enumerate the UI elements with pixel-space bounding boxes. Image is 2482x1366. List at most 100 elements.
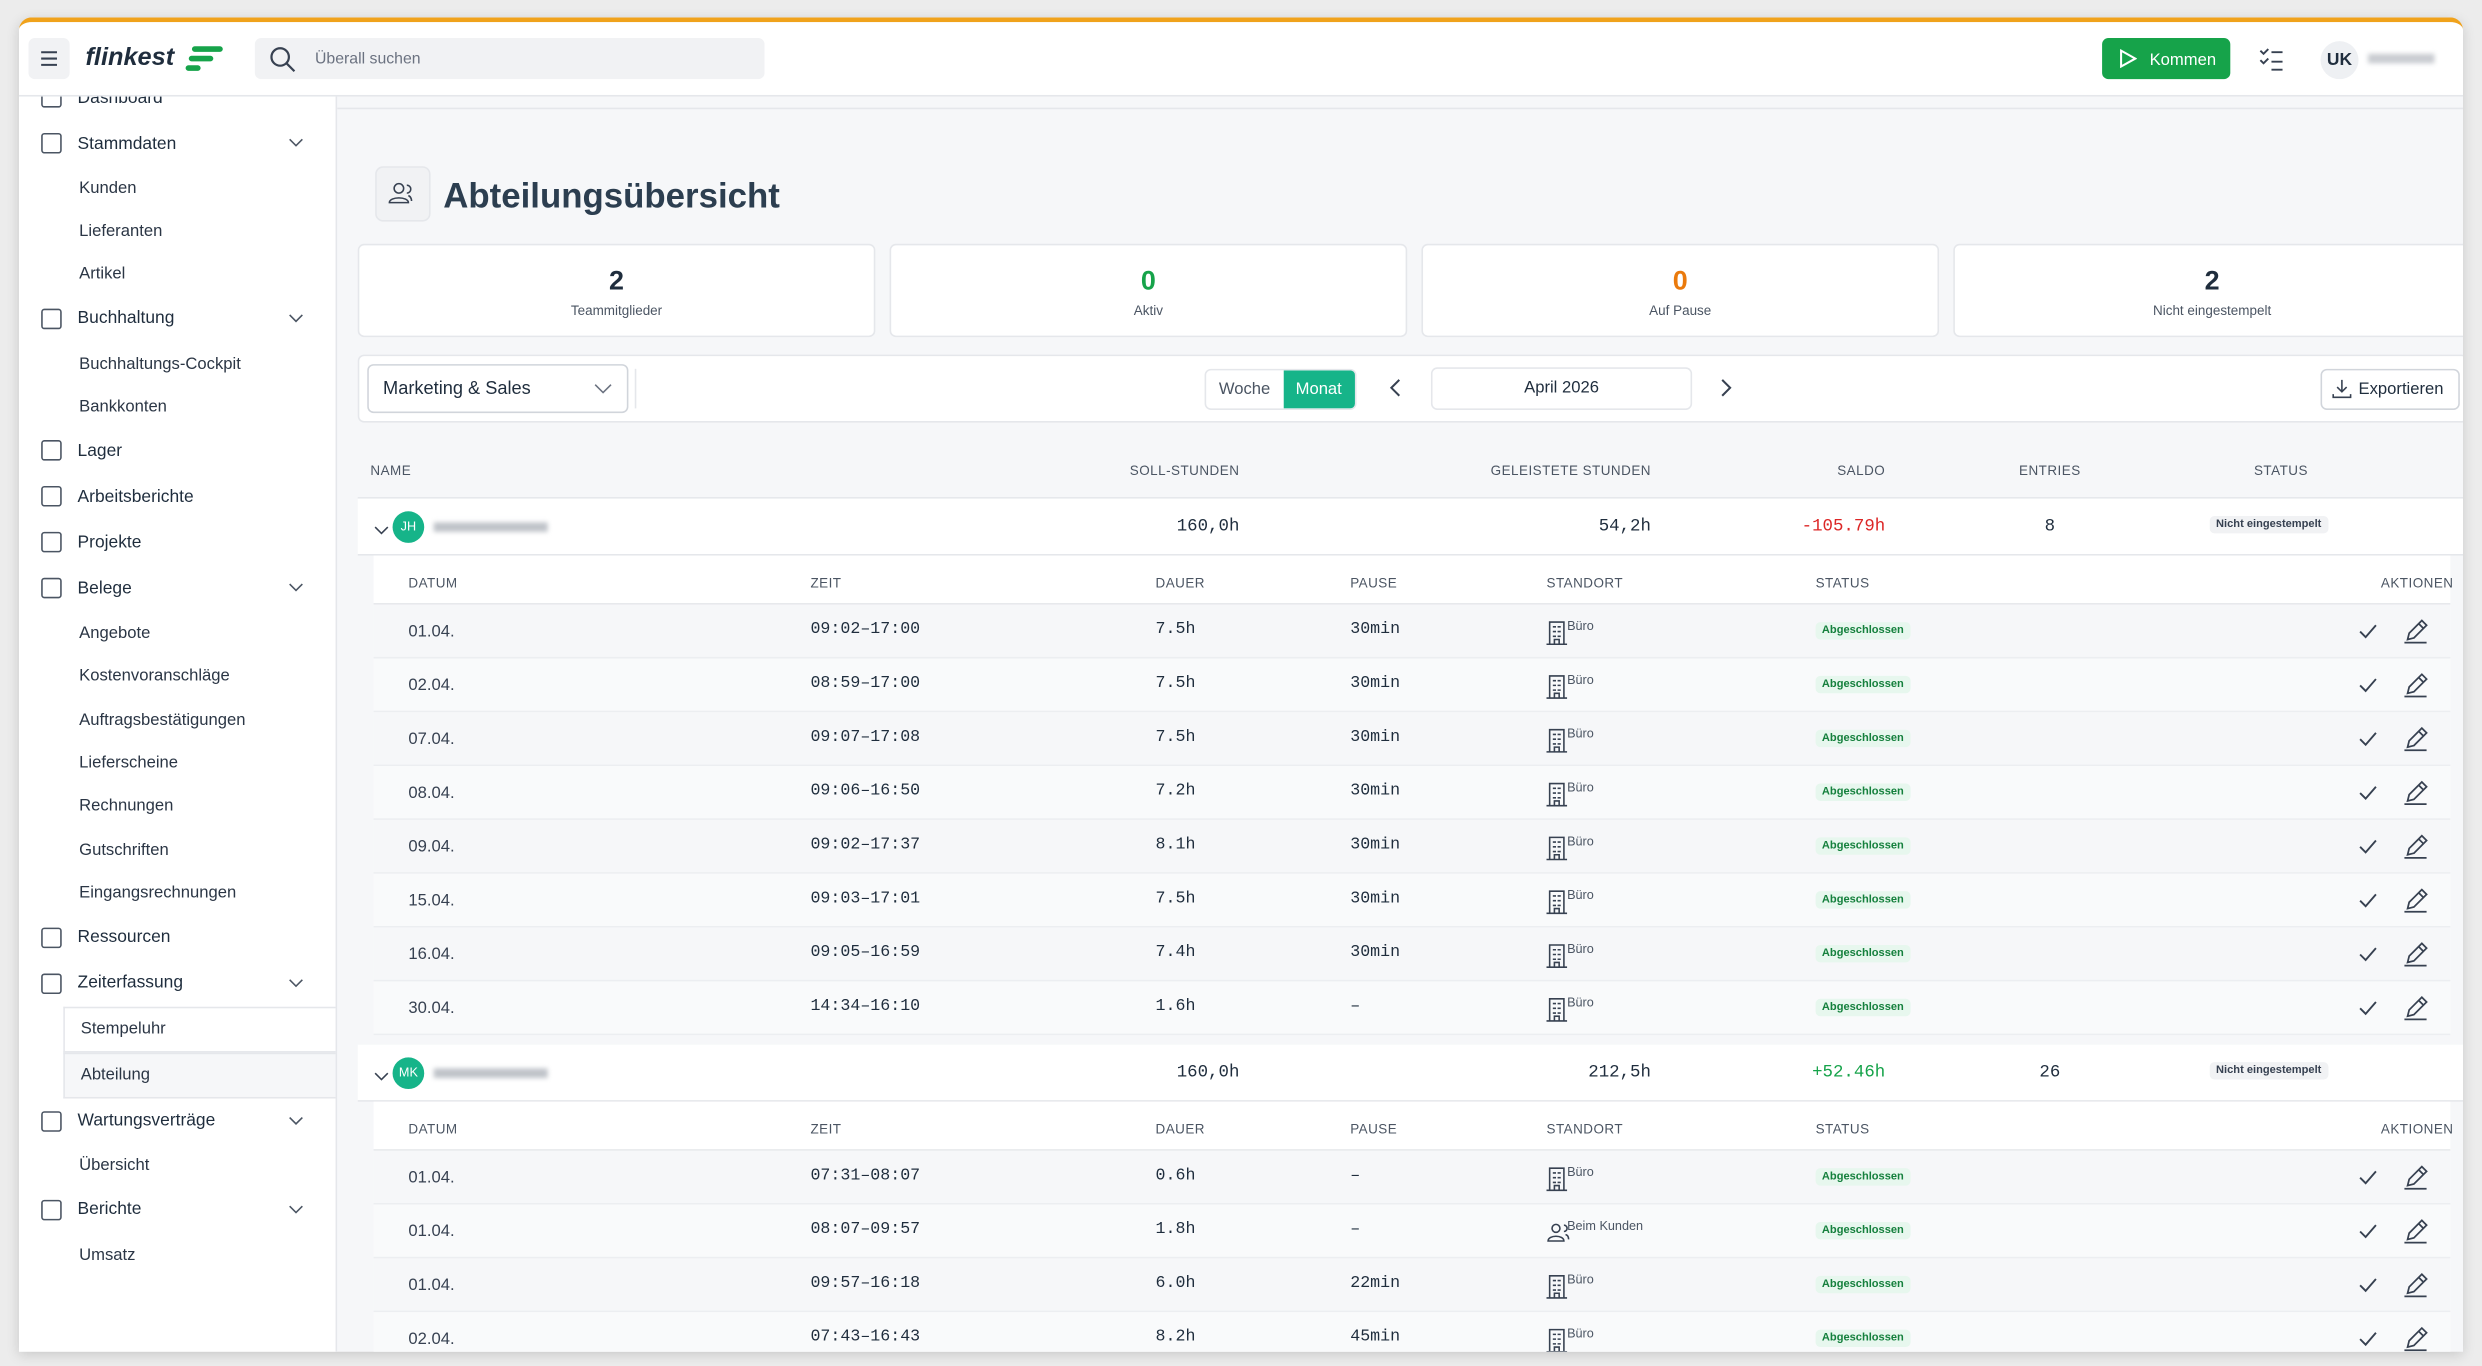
nav-icon <box>41 308 62 330</box>
menu-button[interactable] <box>28 37 70 80</box>
nav-item[interactable]: Zeiterfassung <box>19 960 336 1006</box>
search-box[interactable]: Überall suchen <box>254 37 765 80</box>
edit-button[interactable] <box>2403 673 2428 703</box>
export-button[interactable]: Exportieren <box>2320 368 2460 410</box>
nav-subitem[interactable]: Stempeluhr <box>63 1006 336 1052</box>
nav-item[interactable]: Stammdaten <box>19 120 336 166</box>
next-button[interactable] <box>1716 378 1735 397</box>
nav-item[interactable]: Dashboard <box>19 94 336 120</box>
nav-subitem[interactable]: Umsatz <box>19 1233 336 1276</box>
approve-button[interactable] <box>2359 837 2378 861</box>
entry-location: Büro <box>1567 780 1594 795</box>
nav-sublabel: Lieferanten <box>79 221 163 241</box>
entry-status: Abgeschlossen <box>1815 783 1911 801</box>
column-header: STATUS <box>2253 462 2308 479</box>
prev-button[interactable] <box>1387 378 1406 397</box>
nav-subitem[interactable]: Lieferscheine <box>19 741 336 784</box>
nav-item[interactable]: Lager <box>19 428 336 474</box>
approve-button[interactable] <box>2359 730 2378 754</box>
entry-row: 01.04. 09:57–16:18 6.0h 22min Büro Abgeschlos… <box>373 1258 2451 1313</box>
approve-button[interactable] <box>2359 676 2378 700</box>
nav-subitem[interactable]: Gutschriften <box>19 828 336 871</box>
logo[interactable]: flinkest <box>85 44 175 72</box>
nav-subitem[interactable]: Auftragsbestätigungen <box>19 698 336 741</box>
edit-button[interactable] <box>2403 1273 2428 1303</box>
nav-item[interactable]: Belege <box>19 566 336 612</box>
nav-sublabel: Bankkonten <box>79 397 167 417</box>
employee-name-blurred <box>433 522 548 532</box>
nav-label: Belege <box>77 579 132 599</box>
employee-row[interactable]: MK 160,0h 212,5h +52.46h 26 Nicht eingestempe… <box>357 1044 2463 1102</box>
nav-subitem[interactable]: Angebote <box>19 612 336 655</box>
department-select[interactable]: Marketing & Sales <box>367 364 629 414</box>
nav-item[interactable]: Buchhaltung <box>19 296 336 342</box>
edit-button[interactable] <box>2403 726 2428 757</box>
nav-label: Lager <box>77 441 123 461</box>
edit-button[interactable] <box>2403 1326 2428 1352</box>
view-option[interactable]: Monat <box>1282 370 1355 409</box>
expand-chevron <box>374 1068 390 1087</box>
employee-entries: 8 <box>2044 517 2056 537</box>
edit-button[interactable] <box>2403 942 2428 972</box>
edit-button[interactable] <box>2403 995 2428 1026</box>
edit-button[interactable] <box>2403 619 2428 649</box>
nav-subitem[interactable]: Eingangsrechnungen <box>19 871 336 914</box>
nav-subitem[interactable]: Lieferanten <box>19 209 336 252</box>
edit-button[interactable] <box>2403 1219 2428 1249</box>
approve-button[interactable] <box>2359 945 2378 969</box>
employee-row[interactable]: JH 160,0h 54,2h -105.79h 8 Nicht eingestempel… <box>357 498 2463 556</box>
approve-button[interactable] <box>2359 1222 2378 1246</box>
entry-location: Büro <box>1567 834 1594 849</box>
nav-item[interactable]: Projekte <box>19 520 336 566</box>
approve-button[interactable] <box>2359 999 2378 1023</box>
nav-subitem[interactable]: Abteilung <box>63 1051 336 1098</box>
approve-button[interactable] <box>2359 1168 2378 1192</box>
edit-button[interactable] <box>2403 780 2428 810</box>
nav-subitem[interactable]: Kunden <box>19 166 336 209</box>
entry-location: Büro <box>1567 888 1594 903</box>
entry-location: Büro <box>1567 995 1594 1010</box>
nav-subitem[interactable]: Buchhaltungs-Cockpit <box>19 342 336 385</box>
entry-pause: 30min <box>1350 835 1401 855</box>
entry-duration: 8.2h <box>1155 1328 1196 1348</box>
column-header: ENTRIES <box>2019 462 2081 479</box>
nav-sublabel: Lieferscheine <box>79 753 179 773</box>
approve-button[interactable] <box>2359 784 2378 808</box>
user-avatar[interactable]: UK <box>2320 41 2359 80</box>
nav-subitem[interactable]: Bankkonten <box>19 385 336 428</box>
nav-item[interactable]: Arbeitsberichte <box>19 474 336 520</box>
detail-column-header: STANDORT <box>1546 1120 1624 1137</box>
entry-location: Büro <box>1567 1272 1594 1287</box>
nav-sublabel: Artikel <box>79 264 126 284</box>
entry-row: 15.04. 09:03–17:01 7.5h 30min Büro Abgeschlos… <box>373 873 2451 928</box>
nav-sublabel: Eingangsrechnungen <box>79 883 237 903</box>
nav-subitem[interactable]: Übersicht <box>19 1144 336 1187</box>
nav-item[interactable]: Ressourcen <box>19 914 336 960</box>
approve-button[interactable] <box>2359 1330 2378 1352</box>
entries-detail: DATUM ZEIT DAUER PAUSE STANDORT STATUS AKTIONE… <box>373 1101 2453 1352</box>
stat-value: 2 <box>609 265 625 297</box>
entry-date: 02.04. <box>408 1329 455 1349</box>
edit-button[interactable] <box>2403 888 2428 918</box>
approve-button[interactable] <box>2359 622 2378 646</box>
entry-date: 01.04. <box>408 1221 455 1241</box>
approve-button[interactable] <box>2359 1276 2378 1300</box>
edit-button[interactable] <box>2403 1165 2428 1195</box>
edit-button[interactable] <box>2403 834 2428 864</box>
nav-sublabel: Kostenvoranschläge <box>79 667 230 687</box>
tasks-icon[interactable] <box>2257 44 2285 72</box>
clock-in-button[interactable]: Kommen <box>2102 37 2231 80</box>
nav-item[interactable]: Berichte <box>19 1187 336 1233</box>
location-icon <box>1546 1328 1568 1352</box>
period-picker[interactable]: April 2026 <box>1430 367 1693 410</box>
employee-balance: -105.79h <box>1801 517 1886 537</box>
chevron <box>288 135 304 154</box>
view-option[interactable]: Woche <box>1218 379 1271 399</box>
nav-subitem[interactable]: Rechnungen <box>19 785 336 828</box>
approve-button[interactable] <box>2359 891 2378 915</box>
nav-subitem[interactable]: Kostenvoranschläge <box>19 655 336 698</box>
nav-subitem[interactable]: Artikel <box>19 253 336 296</box>
nav-item[interactable]: Wartungsverträge <box>19 1098 336 1144</box>
entry-pause: 45min <box>1350 1328 1401 1348</box>
